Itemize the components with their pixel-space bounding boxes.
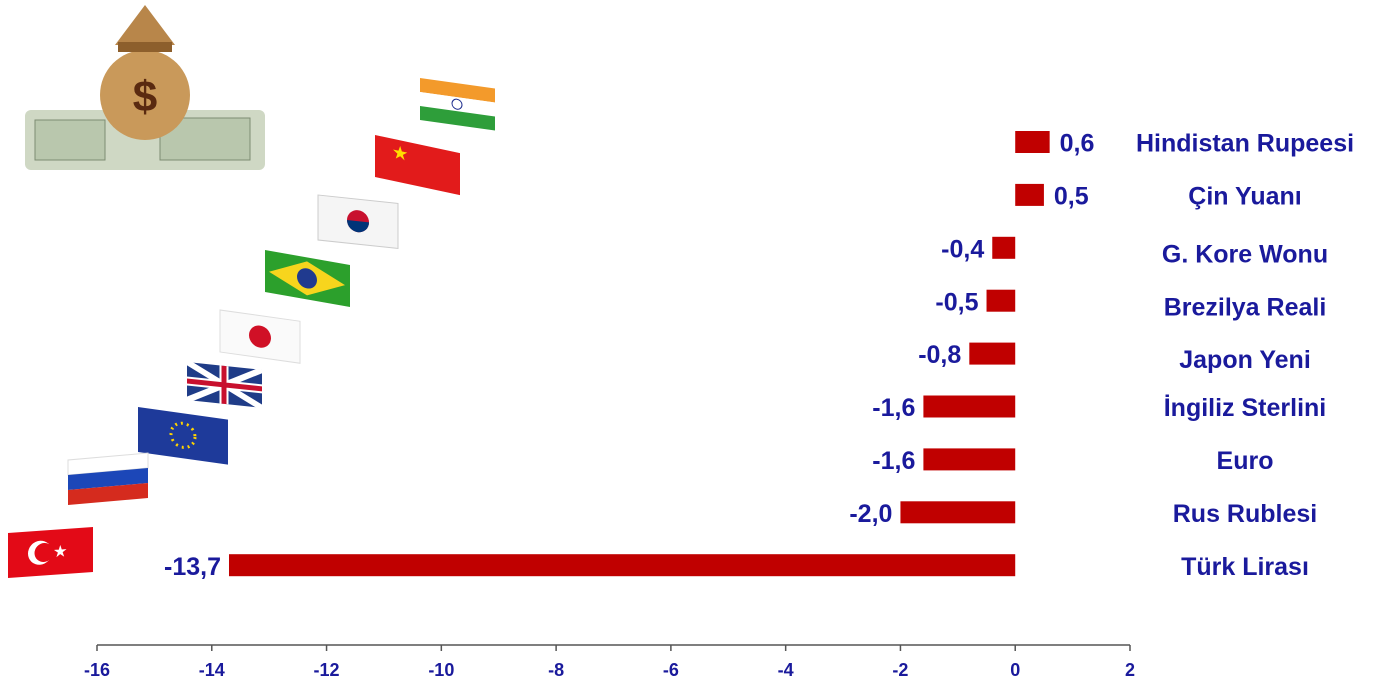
bar [1015,184,1044,206]
x-tick-label: -10 [428,660,454,680]
value-label: -1,6 [872,394,915,422]
x-tick-label: 0 [1010,660,1020,680]
bar [900,501,1015,523]
category-label: G. Kore Wonu [1162,240,1328,268]
decorations: $ ★ ★ [8,5,495,578]
bar [229,554,1015,576]
bar [923,448,1015,470]
value-label: -2,0 [849,500,892,528]
bar [987,290,1016,312]
x-tick-label: -12 [314,660,340,680]
category-label: Çin Yuanı [1188,183,1301,211]
bar [1015,131,1049,153]
bar [969,343,1015,365]
category-label: Hindistan Rupeesi [1136,130,1354,158]
x-tick-label: -6 [663,660,679,680]
category-label: Japon Yeni [1179,346,1311,374]
bar [923,396,1015,418]
value-label: -0,4 [941,235,984,263]
x-tick-label: -4 [778,660,794,680]
value-label: 0,6 [1060,130,1095,158]
x-tick-label: 2 [1125,660,1135,680]
value-label: -13,7 [164,553,221,581]
category-label: Türk Lirası [1181,553,1309,581]
svg-text:★: ★ [393,143,408,164]
x-tick-label: -8 [548,660,564,680]
bar [992,237,1015,259]
svg-text:$: $ [133,73,157,122]
x-tick-label: -16 [84,660,110,680]
svg-text:★: ★ [54,543,67,560]
category-label: Rus Rublesi [1173,500,1317,528]
value-label: 0,5 [1054,183,1089,211]
value-label: -0,5 [935,288,978,316]
x-tick-label: -14 [199,660,225,680]
money-bag: $ [25,5,265,170]
chart: $ ★ ★ -16 -14 -12 -10 -8 -6 -4 -2 0 2 0,6 Hindistan… [0,0,1388,688]
category-label: Euro [1217,447,1274,475]
value-label: -1,6 [872,447,915,475]
x-tick-label: -2 [892,660,908,680]
value-label: -0,8 [918,341,961,369]
category-label: Brezilya Reali [1164,293,1327,321]
category-label: İngiliz Sterlini [1164,394,1327,422]
